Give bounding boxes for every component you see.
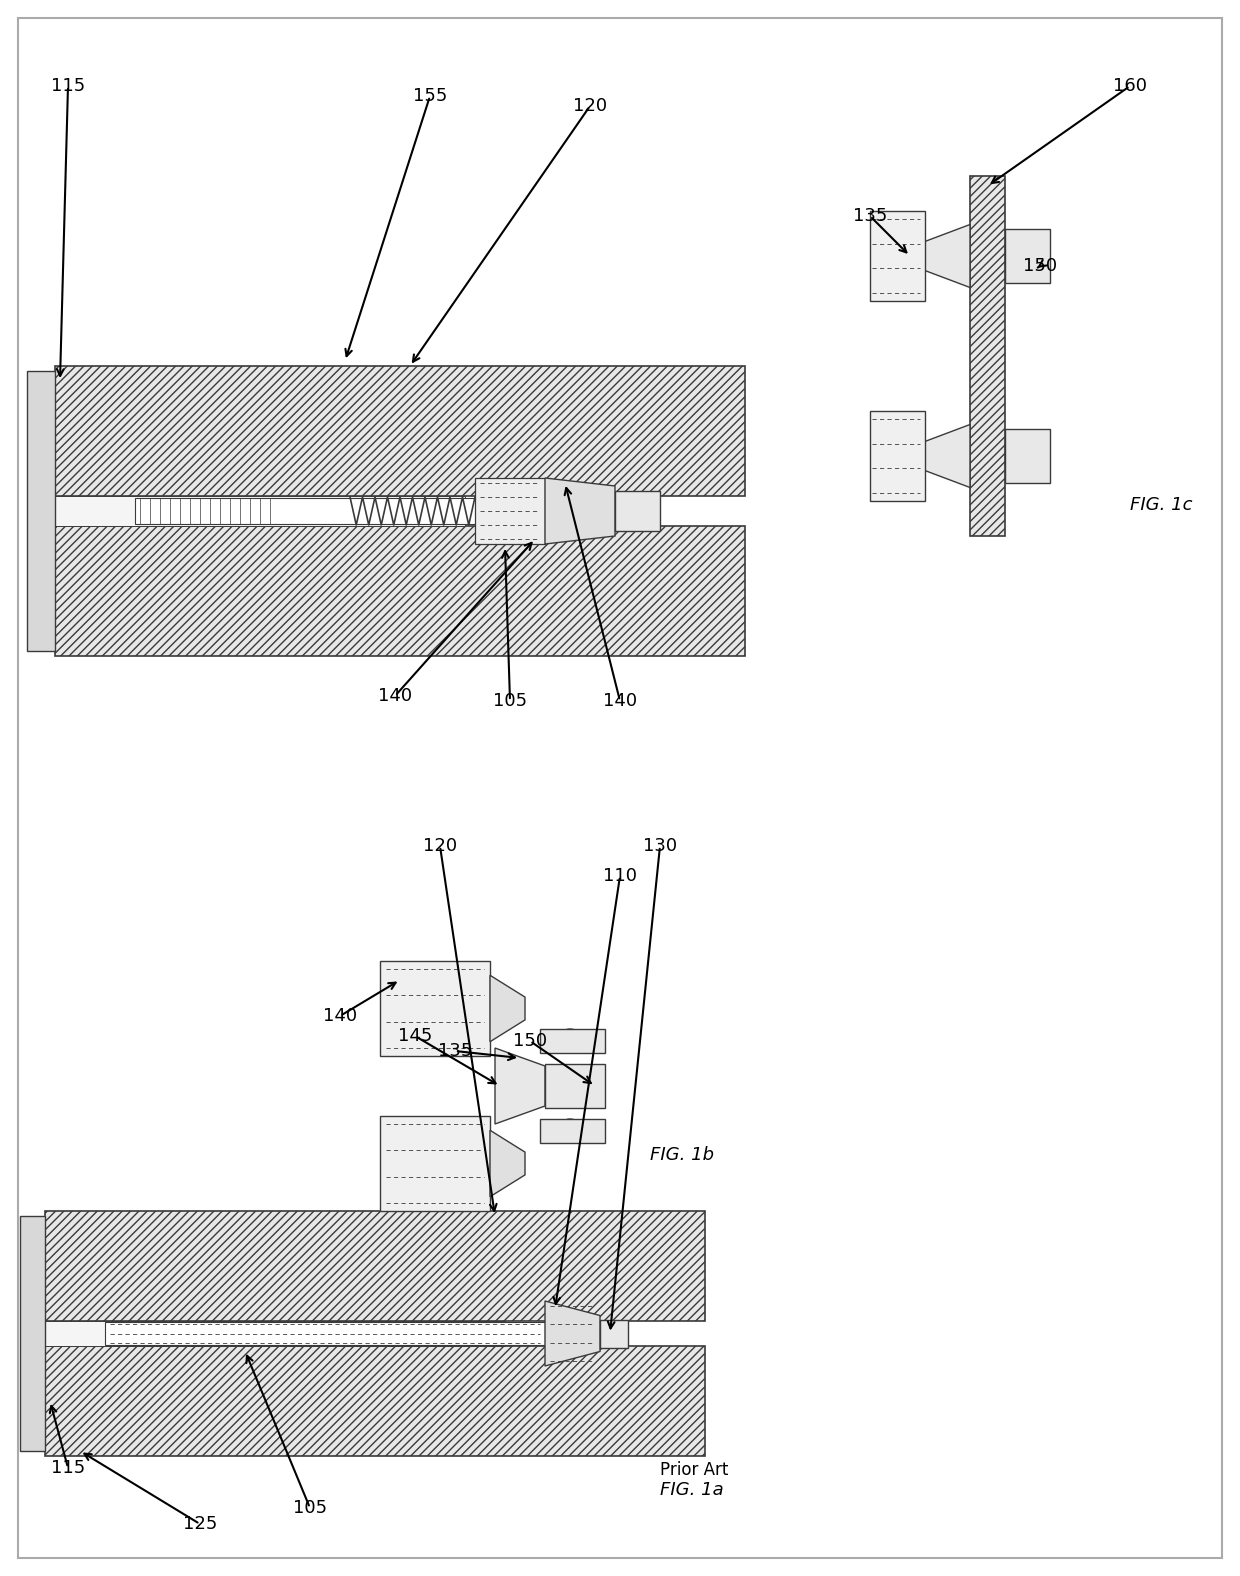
Polygon shape <box>546 478 615 544</box>
Text: 110: 110 <box>603 867 637 886</box>
Text: 105: 105 <box>494 692 527 711</box>
Text: 135: 135 <box>853 206 887 225</box>
Text: Prior Art: Prior Art <box>660 1461 728 1478</box>
Text: 115: 115 <box>51 1459 86 1477</box>
Polygon shape <box>546 1302 600 1366</box>
Bar <box>55 526 745 656</box>
Bar <box>20 1217 45 1451</box>
Text: 125: 125 <box>182 1515 217 1533</box>
Bar <box>45 1346 706 1456</box>
Bar <box>600 1319 627 1347</box>
Text: 130: 130 <box>642 837 677 856</box>
Text: 115: 115 <box>51 77 86 95</box>
Text: 140: 140 <box>378 687 412 704</box>
Polygon shape <box>490 976 525 1042</box>
Bar <box>615 492 660 531</box>
Bar <box>45 1321 505 1346</box>
Text: 135: 135 <box>438 1042 472 1061</box>
Text: 150: 150 <box>513 1032 547 1050</box>
Text: FIG. 1b: FIG. 1b <box>650 1146 714 1165</box>
Text: FIG. 1a: FIG. 1a <box>660 1481 724 1499</box>
Bar <box>546 1064 605 1108</box>
Text: 150: 150 <box>1023 257 1056 274</box>
Bar <box>539 1119 605 1143</box>
Bar <box>539 1029 605 1053</box>
Polygon shape <box>915 224 970 287</box>
Text: FIG. 1c: FIG. 1c <box>1130 496 1193 514</box>
Bar <box>379 1116 490 1210</box>
Bar <box>475 478 546 544</box>
Text: 120: 120 <box>423 837 458 856</box>
Bar <box>135 498 546 523</box>
Text: 145: 145 <box>398 1028 433 1045</box>
Polygon shape <box>490 1130 525 1196</box>
Bar <box>105 1322 546 1344</box>
Polygon shape <box>915 424 970 487</box>
Text: 105: 105 <box>293 1499 327 1518</box>
Bar <box>1004 229 1050 284</box>
Bar <box>870 211 925 301</box>
Bar <box>55 366 745 496</box>
Text: 155: 155 <box>413 87 448 106</box>
Bar <box>379 961 490 1056</box>
Bar <box>870 411 925 501</box>
Bar <box>970 177 1004 536</box>
Bar <box>1004 429 1050 482</box>
Text: 140: 140 <box>322 1007 357 1024</box>
Polygon shape <box>495 1048 546 1124</box>
Text: 140: 140 <box>603 692 637 711</box>
Bar <box>27 370 55 651</box>
Text: 160: 160 <box>1114 77 1147 95</box>
Bar <box>55 496 465 526</box>
Bar <box>45 1210 706 1321</box>
Text: 120: 120 <box>573 98 608 115</box>
